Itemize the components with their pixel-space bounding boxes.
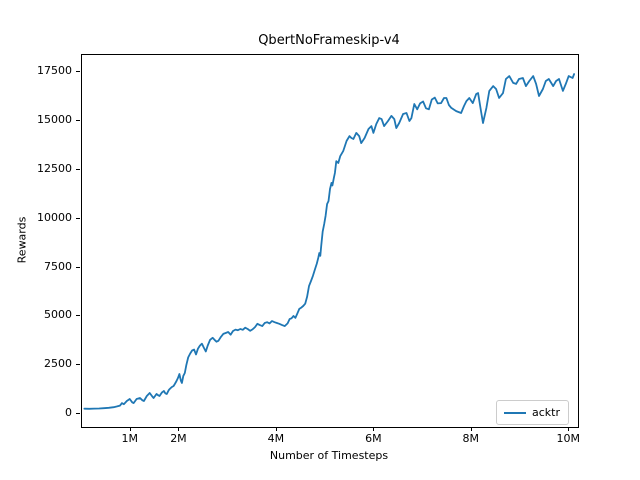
x-tick-label: 1M (121, 432, 138, 445)
y-tick-mark (76, 413, 80, 414)
y-tick-mark (76, 315, 80, 317)
x-tick-label: 8M (462, 432, 480, 445)
x-axis-label: Number of Timesteps (269, 449, 389, 462)
x-tick-label: 2M (170, 432, 187, 445)
x-tick-label: 10M (556, 432, 580, 445)
series-acktr-line (83, 73, 576, 410)
y-tick-label: 10000 (37, 210, 72, 224)
y-tick-label: 5000 (44, 308, 72, 322)
x-tick-label: 4M (267, 432, 285, 445)
legend: acktr (496, 400, 569, 425)
plot-area: acktr (81, 54, 579, 428)
y-tick-mark (76, 168, 80, 170)
y-tick-label: 7500 (44, 259, 72, 273)
y-tick-label: 12500 (37, 161, 72, 175)
x-tick-mark (373, 427, 375, 431)
y-tick-label: 0 (65, 406, 72, 419)
y-tick-label: 2500 (44, 357, 72, 371)
y-tick-mark (76, 266, 80, 268)
y-tick-label: 17500 (37, 64, 72, 78)
legend-line-swatch (504, 411, 526, 414)
x-tick-mark (129, 427, 131, 431)
y-tick-mark (76, 120, 80, 122)
y-tick-mark (76, 71, 80, 73)
line-plot (83, 73, 576, 410)
x-tick-mark (275, 427, 277, 431)
y-tick-label: 15000 (37, 113, 72, 127)
y-tick-mark (76, 217, 80, 219)
y-tick-mark (76, 364, 80, 366)
x-tick-mark (470, 427, 472, 431)
chart-title: QbertNoFrameskip-v4 (258, 33, 400, 48)
x-tick-label: 6M (365, 432, 382, 445)
legend-label: acktr (532, 405, 560, 419)
x-tick-mark (178, 427, 180, 431)
x-tick-mark (568, 427, 570, 431)
